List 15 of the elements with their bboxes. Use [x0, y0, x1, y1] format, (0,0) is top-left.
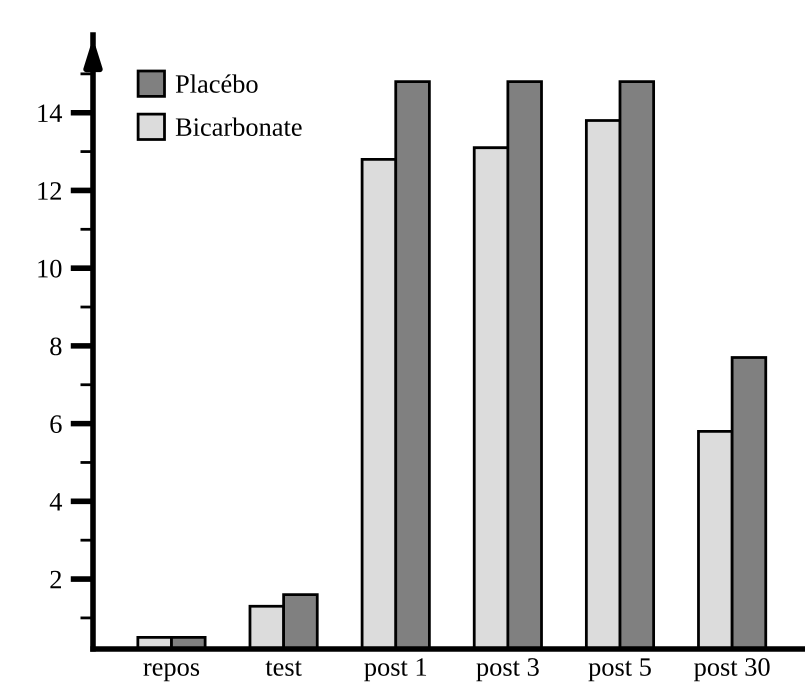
y-tick-label: 2 — [50, 570, 61, 588]
y-tick-label: 6 — [50, 415, 62, 434]
y-tick-label: 10 — [38, 260, 62, 278]
x-tick-label: post 30 — [694, 658, 770, 682]
y-tick-label: 12 — [38, 182, 61, 200]
x-tick-label: post 5 — [588, 658, 651, 682]
y-tick-label: 4 — [50, 493, 62, 510]
x-tick-label: post 1 — [364, 658, 426, 682]
legend-label: Bicarbonate — [176, 117, 302, 136]
legend-label: Placébo — [176, 74, 258, 93]
x-tick-label: test — [266, 660, 302, 676]
y-tick-label: 14 — [38, 104, 62, 122]
y-tick-label: 8 — [50, 337, 62, 356]
x-tick-label: post 3 — [476, 658, 539, 682]
x-tick-label: repos — [143, 663, 200, 682]
